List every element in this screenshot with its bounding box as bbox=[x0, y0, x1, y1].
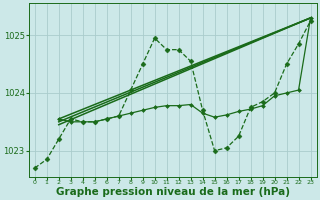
X-axis label: Graphe pression niveau de la mer (hPa): Graphe pression niveau de la mer (hPa) bbox=[56, 187, 290, 197]
